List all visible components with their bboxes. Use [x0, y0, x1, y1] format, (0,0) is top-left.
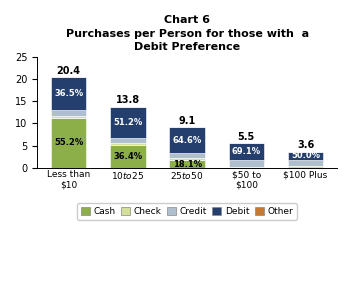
Text: 69.1%: 69.1%	[232, 147, 261, 156]
Text: 64.6%: 64.6%	[172, 136, 202, 145]
Bar	[51, 116, 86, 118]
Bar	[51, 77, 86, 110]
Bar	[169, 153, 205, 158]
Bar	[110, 107, 146, 138]
Bar	[51, 118, 86, 168]
Bar	[169, 158, 205, 160]
Bar	[288, 166, 323, 168]
Text: 18.1%: 18.1%	[172, 160, 202, 168]
Bar	[110, 145, 146, 168]
Text: 5.5: 5.5	[238, 132, 255, 142]
Bar	[228, 143, 264, 160]
Bar	[110, 143, 146, 145]
Text: 20.4: 20.4	[57, 66, 81, 76]
Text: 9.1: 9.1	[178, 116, 196, 126]
Text: 13.8: 13.8	[116, 95, 140, 105]
Text: 36.4%: 36.4%	[113, 152, 143, 161]
Text: 3.6: 3.6	[297, 140, 314, 151]
Text: 55.2%: 55.2%	[54, 138, 83, 147]
Title: Chart 6
Purchases per Person for those with  a
Debit Preference: Chart 6 Purchases per Person for those w…	[65, 15, 309, 52]
Bar	[228, 160, 264, 167]
Bar	[288, 160, 323, 166]
Bar	[110, 138, 146, 143]
Bar	[51, 110, 86, 116]
Bar	[228, 167, 264, 168]
Bar	[288, 152, 323, 160]
Text: 36.5%: 36.5%	[54, 90, 83, 99]
Legend: Cash, Check, Credit, Debit, Other: Cash, Check, Credit, Debit, Other	[77, 203, 297, 220]
Bar	[169, 160, 205, 168]
Text: 50.0%: 50.0%	[291, 151, 320, 160]
Bar	[169, 127, 205, 153]
Text: 51.2%: 51.2%	[113, 118, 143, 127]
